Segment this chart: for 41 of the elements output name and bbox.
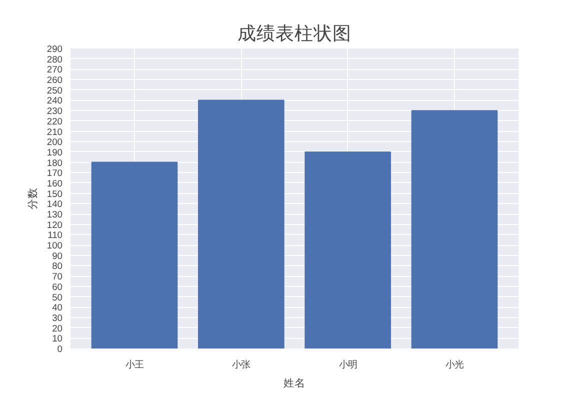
bar xyxy=(198,100,284,348)
y-tick-label: 90 xyxy=(52,250,63,261)
y-axis-title: 分数 xyxy=(26,188,39,210)
y-tick-label: 260 xyxy=(46,75,63,86)
y-tick-label: 100 xyxy=(46,240,63,251)
y-tick-label: 280 xyxy=(46,54,63,64)
bar xyxy=(91,162,178,348)
y-tick-label: 170 xyxy=(46,168,63,178)
x-tick-label: 小光 xyxy=(446,360,464,370)
y-tick-label: 190 xyxy=(46,147,63,158)
y-tick-label: 110 xyxy=(48,230,63,240)
y-tick-label: 150 xyxy=(46,188,63,199)
x-tick-label: 小明 xyxy=(338,360,357,370)
y-tick-label: 130 xyxy=(46,210,63,220)
y-tick-label: 10 xyxy=(52,334,63,344)
y-tick-label: 50 xyxy=(52,292,63,302)
chart-title: 成绩表柱状图 xyxy=(238,22,352,44)
y-tick-label: 70 xyxy=(52,272,63,282)
y-tick-label: 230 xyxy=(46,106,63,116)
y-tick-label: 210 xyxy=(46,126,63,137)
y-tick-label: 0 xyxy=(57,344,63,354)
y-tick-label: 180 xyxy=(46,158,63,168)
y-tick-label: 270 xyxy=(46,64,63,75)
y-tick-label: 120 xyxy=(46,220,63,230)
bar xyxy=(304,151,391,348)
bar xyxy=(411,110,498,348)
y-tick-label: 290 xyxy=(46,44,63,54)
y-tick-label: 160 xyxy=(46,178,63,188)
y-tick-label: 20 xyxy=(52,323,63,334)
y-tick-label: 80 xyxy=(52,261,63,272)
y-tick-label: 250 xyxy=(46,85,63,96)
x-axis-title: 姓名 xyxy=(284,378,306,390)
y-tick-label: 60 xyxy=(52,282,63,292)
y-tick-label: 30 xyxy=(52,312,63,323)
y-tick-label: 220 xyxy=(46,116,63,126)
x-tick-label: 小王 xyxy=(126,360,144,370)
y-tick-label: 200 xyxy=(46,137,63,148)
y-tick-label: 40 xyxy=(52,302,63,313)
y-tick-label: 140 xyxy=(46,199,63,210)
x-tick-label: 小张 xyxy=(232,360,250,370)
y-tick-label: 240 xyxy=(46,96,63,106)
